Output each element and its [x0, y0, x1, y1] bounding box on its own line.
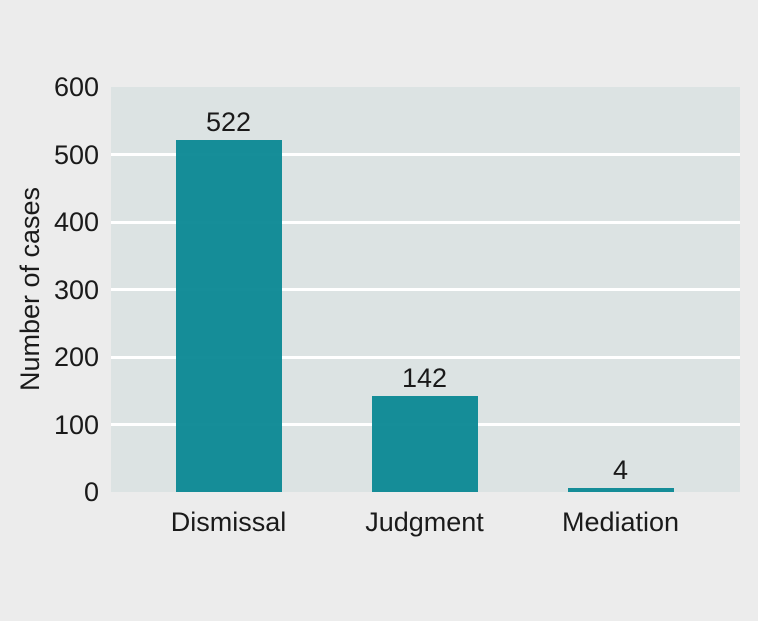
y-gridline [111, 220, 740, 224]
y-gridline [111, 288, 740, 291]
bar-value-label: 522 [205, 106, 252, 137]
bar-mediation [567, 488, 674, 492]
y-tick-label: 100 [53, 409, 99, 440]
y-tick-label: 400 [53, 207, 99, 237]
bar-judgment [371, 396, 478, 492]
y-gridline [111, 355, 740, 359]
y-tick-label: 600 [53, 72, 99, 102]
bar-dismissal [175, 139, 282, 492]
y-tick-label: 500 [53, 139, 99, 170]
x-category-label: Mediation [561, 507, 680, 537]
plot-area [111, 87, 740, 492]
bar-value-label: 4 [612, 455, 629, 485]
bar-value-label: 142 [401, 363, 448, 394]
y-gridline [111, 153, 740, 156]
y-tick-label: 200 [53, 342, 99, 372]
x-category-label: Dismissal [170, 507, 287, 537]
y-tick-label: 300 [53, 274, 99, 305]
y-tick-label: 0 [83, 477, 99, 507]
x-category-label: Judgment [365, 507, 484, 537]
